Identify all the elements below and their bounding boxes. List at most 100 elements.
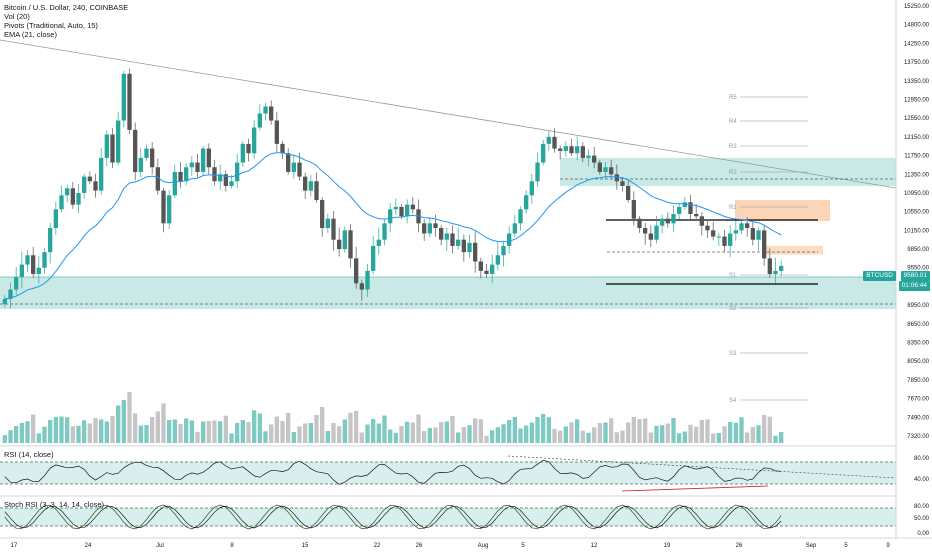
volume-bar	[320, 407, 325, 443]
candle-body	[104, 134, 109, 158]
candle-body	[410, 204, 415, 210]
candle-body	[705, 225, 710, 231]
candle-body	[779, 265, 784, 271]
volume-bar	[501, 424, 506, 443]
volume-bar	[280, 421, 285, 443]
volume-bar	[246, 422, 251, 443]
pivot-label-r2: R2	[729, 170, 737, 176]
candle-body	[716, 236, 721, 238]
volume-bar	[376, 423, 381, 443]
volume-bar	[42, 426, 47, 443]
rsi-pane-label[interactable]: RSI (14, close)	[4, 450, 54, 459]
candle-body	[382, 223, 387, 240]
support-zone	[0, 277, 896, 310]
candle-body	[240, 143, 245, 163]
candle-body	[490, 264, 495, 274]
volume-bar	[25, 421, 30, 443]
candle-body	[580, 146, 585, 158]
time-axis-bg	[0, 538, 932, 550]
candle-body	[150, 148, 155, 168]
candle-body	[626, 185, 631, 200]
volume-bar	[416, 414, 421, 443]
candle-body	[280, 143, 285, 154]
candle-body	[99, 157, 104, 191]
candle-body	[371, 245, 376, 271]
candle-body	[25, 255, 30, 265]
candle-body	[399, 206, 404, 217]
candle-body	[518, 209, 523, 224]
candle-body	[456, 239, 461, 246]
candle-body	[263, 106, 268, 114]
volume-bar	[490, 430, 495, 443]
candle-body	[19, 264, 24, 278]
volume-bar	[59, 416, 64, 443]
volume-bar	[671, 418, 676, 443]
volume-bar	[393, 432, 398, 443]
volume-bar	[212, 420, 217, 443]
time-axis-tick: 26	[736, 543, 743, 549]
rsi-axis-tick: 80.00	[914, 456, 930, 462]
price-axis-tick: 8350.00	[907, 341, 929, 347]
candle-body	[654, 225, 659, 240]
volume-bar	[518, 428, 523, 443]
pivot-label-r4: R4	[729, 119, 737, 125]
stoch-rsi-pane-label[interactable]: Stoch RSI (3, 3, 14, 14, close)	[4, 500, 105, 509]
stoch-axis-tick: 50.00	[914, 516, 930, 522]
candle-body	[558, 148, 563, 151]
candle-body	[314, 181, 319, 200]
volume-bar	[688, 424, 693, 443]
candle-body	[552, 136, 557, 149]
price-axis-tick: 14800.00	[904, 23, 930, 29]
volume-bar	[433, 427, 438, 443]
volume-bar	[456, 432, 461, 443]
volume-bar	[121, 400, 126, 443]
volume-bar	[31, 414, 36, 443]
volume-bar	[104, 421, 109, 443]
symbol-title[interactable]: Bitcoin / U.S. Dollar, 240, COINBASE	[4, 3, 129, 12]
candle-body	[82, 176, 87, 193]
candle-body	[2, 298, 7, 304]
candle-body	[660, 218, 665, 226]
candle-body	[393, 206, 398, 210]
volume-bar	[405, 421, 410, 443]
candle-body	[325, 218, 330, 229]
price-axis-tick: 10950.00	[904, 191, 930, 197]
volume-bar	[427, 428, 432, 443]
pivot-label-r5: R5	[729, 95, 737, 101]
candle-body	[31, 255, 36, 274]
volume-bar	[178, 424, 183, 443]
price-axis-tick: 10150.00	[904, 228, 930, 234]
candle-body	[478, 261, 483, 271]
rsi-divergence-arrow	[621, 485, 769, 492]
price-axis-tick: 11350.00	[904, 172, 929, 178]
volume-bar	[161, 403, 166, 443]
volume-bar	[127, 392, 132, 443]
volume-bar	[512, 417, 517, 443]
candle-body	[178, 171, 183, 182]
candle-body	[195, 162, 200, 172]
ema-indicator-label[interactable]: EMA (21, close)	[4, 30, 57, 39]
pivot-label-r1: R1	[729, 205, 737, 211]
price-axis-tick: 8950.00	[907, 303, 929, 309]
volume-bar	[14, 426, 19, 443]
candle-body	[138, 157, 143, 172]
volume-bar	[206, 421, 211, 443]
candle-body	[711, 230, 716, 237]
volume-bar	[48, 420, 53, 443]
vol-indicator-label[interactable]: Vol (20)	[4, 12, 30, 21]
volume-bar	[263, 431, 268, 443]
candle-body	[501, 245, 506, 256]
price-axis-bg	[896, 0, 932, 538]
volume-bar	[614, 432, 619, 443]
volume-bar	[314, 415, 319, 443]
price-axis-tick: 15250.00	[904, 4, 930, 10]
volume-bar	[473, 418, 478, 443]
price-axis-tick: 7490.00	[907, 415, 929, 421]
small-supply-zone	[765, 245, 823, 255]
pivots-indicator-label[interactable]: Pivots (Traditional, Auto, 15)	[4, 21, 98, 30]
candle-body	[541, 143, 546, 163]
candle-body	[184, 167, 189, 182]
volume-bar	[76, 425, 81, 443]
